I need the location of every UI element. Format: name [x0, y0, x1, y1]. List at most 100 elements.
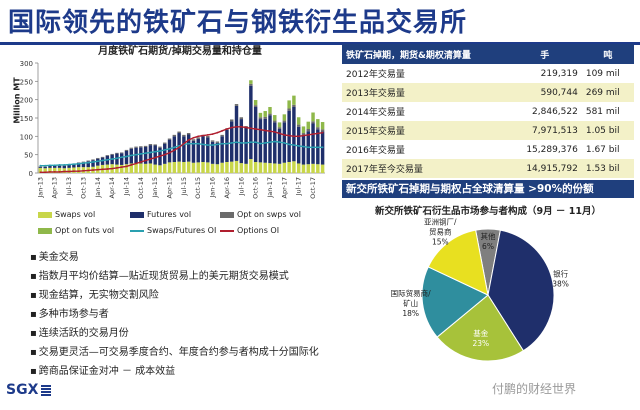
x-tick-label: Jul-13	[65, 177, 73, 196]
bar-segment	[215, 141, 220, 143]
series-point	[87, 161, 90, 164]
series-point	[130, 164, 133, 166]
bar-segment	[67, 164, 71, 168]
series-point	[221, 129, 224, 132]
pie-category-label: 贸易商	[429, 227, 452, 237]
table-cell-tonnes: 1.53 bil	[581, 159, 634, 178]
feature-item: 跨商品保证金对冲 － 成本效益	[30, 362, 330, 381]
table-cell-lots: 219,319	[540, 68, 578, 79]
series-point	[197, 135, 200, 138]
series-point	[168, 151, 171, 154]
bar-segment	[230, 161, 234, 173]
series-point	[125, 165, 128, 168]
bar-segment	[38, 166, 43, 168]
table-cell-lots: 2,846,522	[532, 106, 578, 117]
bar-segment	[239, 119, 244, 164]
series-point	[63, 170, 66, 173]
series-point	[182, 142, 185, 145]
series-point	[77, 162, 80, 165]
bar-segment	[258, 162, 263, 173]
bar-segment	[163, 142, 167, 144]
pie-value-label: 38%	[552, 280, 569, 289]
bar-segment	[53, 165, 57, 168]
series-point	[130, 154, 133, 157]
page-title: 国际领先的铁矿石与钢铁衍生品交易所	[8, 8, 468, 38]
x-tick-label: Oct-16	[252, 177, 260, 199]
feature-list: 美金交易 指数月平均价结算—贴近现货贸易上的美元期货交易模式 现金结算，无实物交…	[30, 248, 330, 381]
series-point	[283, 133, 286, 136]
series-point	[312, 146, 314, 149]
legend-item: Opt on futs vol	[38, 226, 114, 235]
bar-segment	[76, 162, 81, 168]
series-point	[163, 153, 166, 156]
x-tick-label: Jul-15	[180, 177, 188, 196]
pie-value-label: 18%	[402, 309, 419, 318]
bar-segment	[167, 139, 172, 163]
bar-segment	[225, 129, 229, 162]
table-cell-period: 2012年交易量	[346, 70, 405, 80]
bar-segment	[268, 115, 272, 164]
bar-segment	[311, 112, 315, 122]
bar-segment	[100, 156, 105, 158]
series-point	[249, 127, 252, 130]
bar-segment	[158, 165, 162, 173]
sgx-logo: SGX	[6, 382, 52, 398]
bar-segment	[129, 147, 133, 149]
series-point	[92, 169, 94, 171]
bar-segment	[239, 117, 244, 120]
bar-segment	[306, 164, 310, 173]
sgx-stripes-icon	[41, 384, 52, 396]
bar-segment	[86, 161, 90, 168]
feature-item: 美金交易	[30, 248, 330, 267]
series-point	[149, 158, 152, 160]
legend-swatch	[220, 229, 234, 232]
legend-swatch	[220, 211, 234, 218]
bar-segment	[301, 164, 306, 173]
x-tick-label: Apr-14	[108, 177, 116, 198]
feature-item: 指数月平均价结算—贴近现货贸易上的美元期货交易模式	[30, 267, 330, 286]
series-point	[163, 149, 166, 151]
bar-segment	[273, 163, 277, 173]
pie-slice	[427, 229, 489, 296]
x-tick-label: Jan-13	[36, 177, 44, 199]
series-point	[192, 142, 195, 145]
bar-segment	[210, 163, 215, 173]
table-cell-tonnes: 1.05 bil	[581, 121, 634, 140]
volume-chart: 0 50 100 150 200 250 300 Jan-13 Apr-13 Jul-13 Oct-…	[20, 60, 325, 199]
series-point	[101, 159, 104, 162]
bar-segment	[191, 139, 196, 141]
bar-segment	[91, 159, 95, 161]
series-point	[58, 164, 61, 166]
pie-value-label: 15%	[432, 238, 449, 247]
series-point	[230, 142, 233, 144]
series-point	[321, 146, 324, 149]
series-point	[254, 141, 257, 144]
series-point	[235, 141, 238, 144]
bar-segment	[215, 142, 220, 165]
bar-segment	[201, 162, 205, 173]
pie-category-label: 银行	[553, 269, 569, 279]
bar-segment	[249, 80, 253, 84]
bar-segment	[201, 136, 205, 162]
series-point	[168, 147, 171, 150]
feature-item: 连续活跃的交易月份	[30, 324, 330, 343]
series-point	[278, 132, 281, 135]
feature-item: 现金结算，无实物交割风险	[30, 286, 330, 305]
bar-segment	[249, 159, 253, 173]
legend-item: Swaps vol	[38, 210, 95, 219]
bar-segment	[38, 167, 43, 173]
bar-segment	[311, 123, 315, 164]
title-divider	[0, 42, 640, 45]
bar-segment	[48, 166, 52, 168]
series-point	[120, 166, 123, 169]
series-point	[149, 151, 152, 154]
bar-segment	[263, 162, 267, 173]
bar-segment	[76, 167, 81, 173]
pie-slice	[436, 294, 525, 362]
series-point	[211, 133, 214, 136]
legend-item: Options OI	[220, 226, 279, 235]
series-point	[245, 126, 247, 129]
feature-item: 交易更灵活—可交易季度合约、年度合约参与者构成十分国际化	[30, 343, 330, 362]
series-point	[144, 159, 147, 162]
x-tick-label: Oct-15	[194, 177, 202, 199]
